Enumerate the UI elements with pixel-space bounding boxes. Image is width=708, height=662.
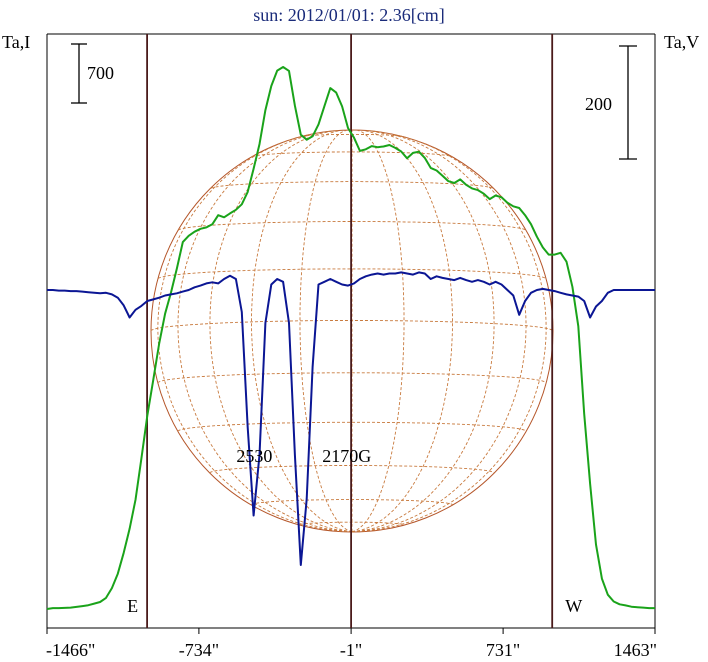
series-line-polarization	[47, 271, 655, 566]
series-lines	[46, 66, 655, 610]
left-scale-bar: 700	[71, 43, 114, 104]
limb-lines	[146, 34, 554, 628]
grid-parallel	[177, 221, 527, 231]
x-tick-label: 731"	[486, 640, 520, 660]
limb-label-e: E	[127, 596, 138, 616]
grid-meridian	[251, 129, 353, 533]
grid-meridian	[351, 129, 453, 533]
grid-meridian	[351, 129, 405, 533]
x-tick-label: -1"	[340, 640, 362, 660]
right-scale-bar: 200	[585, 45, 637, 160]
chart-title: sun: 2012/01/01: 2.36[cm]	[253, 5, 445, 25]
left-scale-label: 700	[87, 63, 114, 83]
grid-meridian	[351, 130, 527, 533]
grid-meridian	[351, 133, 547, 533]
chart-labels: -1466" -734" -1" 731" 1463" E W 2530 2170G	[46, 446, 657, 660]
series-line-intensity	[46, 66, 655, 610]
grid-meridian	[177, 130, 353, 533]
left-axis-label: Ta,I	[2, 32, 30, 52]
x-tick-label: -734"	[179, 640, 219, 660]
grid-meridian	[351, 130, 495, 533]
grid-meridian	[299, 129, 353, 533]
grid-meridian	[209, 130, 353, 533]
annotation-label: 2170G	[322, 446, 371, 466]
annotation-label: 2530	[236, 446, 272, 466]
limb-label-w: W	[565, 596, 582, 616]
right-axis-label: Ta,V	[664, 32, 699, 52]
x-tick-label: -1466"	[46, 640, 95, 660]
x-tick-label: 1463"	[614, 640, 657, 660]
right-scale-label: 200	[585, 94, 612, 114]
